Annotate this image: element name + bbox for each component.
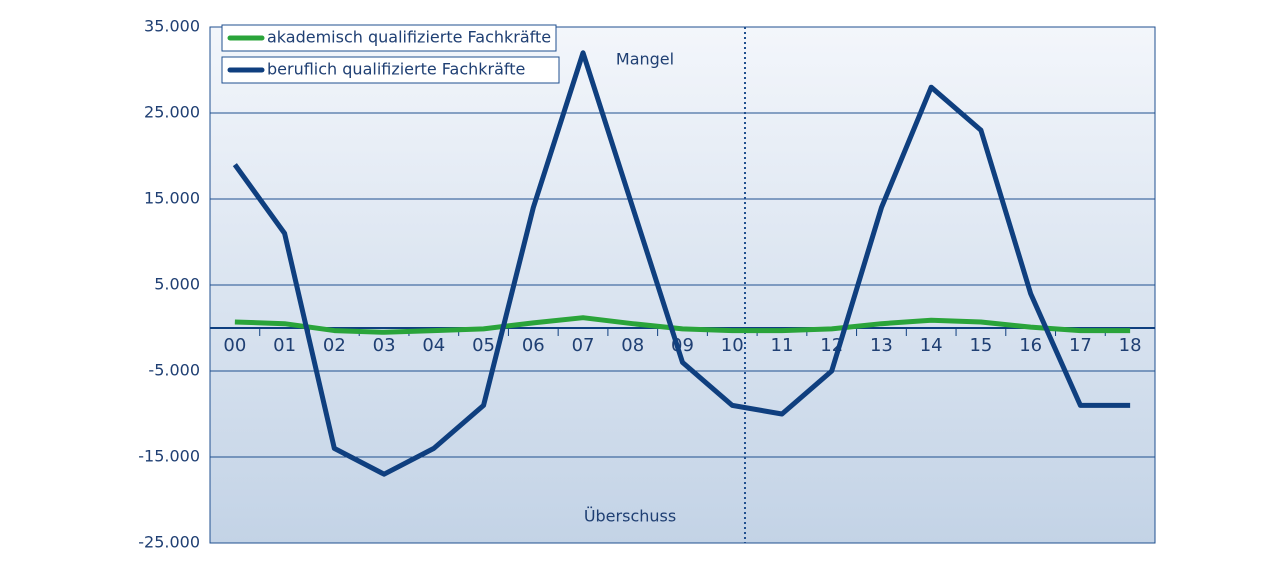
x-tick-label: 10: [721, 335, 744, 356]
x-tick-label: 06: [522, 335, 545, 356]
x-tick-label: 02: [323, 335, 346, 356]
x-tick-label: 08: [621, 335, 644, 356]
x-tick-label: 14: [920, 335, 943, 356]
series-line: [232, 50, 1131, 477]
x-tick-label: 15: [969, 335, 992, 356]
y-tick-label: 35.000: [144, 17, 200, 36]
legend-box: [221, 24, 557, 52]
x-tick-label: 13: [870, 335, 893, 356]
x-tick-label: 00: [223, 335, 246, 356]
x-tick-label: 01: [273, 335, 296, 356]
legend-label: beruflich qualifizierte Fachkräfte: [267, 60, 525, 79]
x-tick-label: 05: [472, 335, 495, 356]
legend-label: akademisch qualifizierte Fachkräfte: [267, 28, 551, 47]
series-line: [234, 315, 1131, 335]
x-tick-label: 04: [422, 335, 445, 356]
y-tick-label: -25.000: [138, 533, 200, 552]
x-tick-label: 17: [1069, 335, 1092, 356]
x-tick-label: 03: [373, 335, 396, 356]
y-tick-label: 15.000: [144, 189, 200, 208]
y-tick-label: -15.000: [138, 447, 200, 466]
annotation: Mangel: [616, 50, 674, 69]
y-tick-label: 5.000: [154, 275, 200, 294]
x-tick-label: 18: [1119, 335, 1142, 356]
y-tick-label: 25.000: [144, 103, 200, 122]
y-tick-label: -5.000: [148, 361, 200, 380]
x-tick-label: 16: [1019, 335, 1042, 356]
annotation: Überschuss: [584, 507, 676, 526]
x-tick-label: 11: [771, 335, 794, 356]
legend-box: [221, 56, 560, 84]
x-tick-label: 07: [572, 335, 595, 356]
